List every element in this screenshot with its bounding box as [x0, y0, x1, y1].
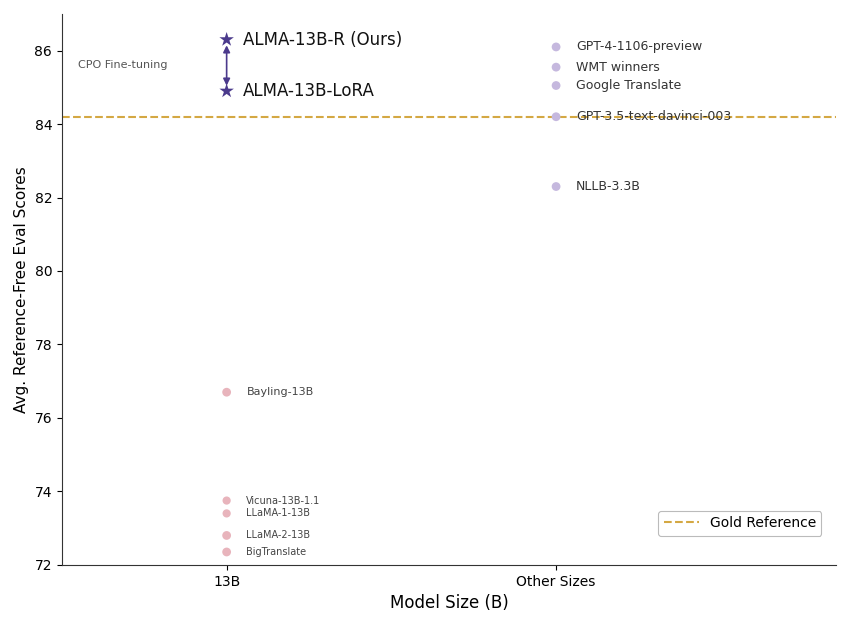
- Text: GPT-4-1106-preview: GPT-4-1106-preview: [575, 41, 702, 53]
- Text: CPO Fine-tuning: CPO Fine-tuning: [78, 59, 167, 69]
- Point: [549, 81, 563, 91]
- Point: [549, 42, 563, 52]
- Y-axis label: Avg. Reference-Free Eval Scores: Avg. Reference-Free Eval Scores: [14, 166, 29, 413]
- Text: ALMA-13B-LoRA: ALMA-13B-LoRA: [243, 82, 375, 100]
- Point: [220, 530, 234, 540]
- Point: [220, 86, 234, 96]
- X-axis label: Model Size (B): Model Size (B): [389, 594, 508, 612]
- Point: [549, 182, 563, 192]
- Point: [220, 387, 234, 398]
- Text: ALMA-13B-R (Ours): ALMA-13B-R (Ours): [243, 31, 402, 49]
- Text: Google Translate: Google Translate: [575, 79, 681, 92]
- Point: [220, 547, 234, 557]
- Text: Bayling-13B: Bayling-13B: [246, 387, 314, 398]
- Point: [220, 508, 234, 518]
- Text: GPT-3.5-text-davinci-003: GPT-3.5-text-davinci-003: [575, 110, 731, 123]
- Point: [549, 62, 563, 72]
- Text: BigTranslate: BigTranslate: [246, 547, 307, 557]
- Text: LLaMA-2-13B: LLaMA-2-13B: [246, 530, 310, 540]
- Text: NLLB-3.3B: NLLB-3.3B: [575, 180, 641, 193]
- Legend: Gold Reference: Gold Reference: [658, 511, 821, 536]
- Text: Vicuna-13B-1.1: Vicuna-13B-1.1: [246, 496, 320, 506]
- Point: [220, 34, 234, 44]
- Point: [220, 496, 234, 506]
- Text: LLaMA-1-13B: LLaMA-1-13B: [246, 508, 310, 518]
- Point: [549, 111, 563, 121]
- Text: WMT winners: WMT winners: [575, 61, 660, 74]
